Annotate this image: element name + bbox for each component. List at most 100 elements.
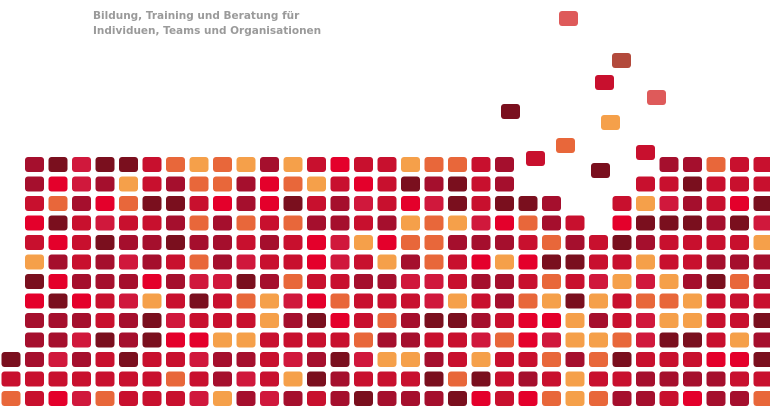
mosaic-square bbox=[354, 235, 373, 250]
mosaic-square bbox=[636, 313, 655, 328]
mosaic-square bbox=[25, 255, 44, 270]
mosaic-square bbox=[213, 313, 232, 328]
mosaic-square bbox=[636, 294, 655, 309]
mosaic-square bbox=[260, 333, 279, 348]
mosaic-square bbox=[448, 372, 467, 387]
mosaic-square bbox=[25, 177, 44, 192]
mosaic-square bbox=[589, 294, 608, 309]
mosaic-square bbox=[519, 294, 538, 309]
mosaic-square bbox=[683, 372, 702, 387]
mosaic-square bbox=[472, 235, 491, 250]
mosaic-square bbox=[401, 391, 420, 406]
mosaic-square bbox=[72, 274, 91, 289]
mosaic-square bbox=[72, 313, 91, 328]
mosaic-square bbox=[660, 274, 679, 289]
mosaic-square bbox=[401, 255, 420, 270]
mosaic-square bbox=[495, 372, 514, 387]
mosaic-square bbox=[307, 391, 326, 406]
mosaic-square bbox=[730, 177, 749, 192]
mosaic-square bbox=[331, 352, 350, 367]
mosaic-square bbox=[401, 352, 420, 367]
mosaic-square bbox=[448, 255, 467, 270]
mosaic-square bbox=[636, 196, 655, 211]
mosaic-square bbox=[331, 255, 350, 270]
mosaic-square bbox=[660, 333, 679, 348]
page: Bildung, Training und Beratung für Indiv… bbox=[0, 0, 770, 407]
mosaic-square bbox=[660, 391, 679, 406]
mosaic-square bbox=[519, 216, 538, 231]
mosaic-square bbox=[401, 333, 420, 348]
mosaic-square bbox=[472, 391, 491, 406]
mosaic-square bbox=[96, 235, 115, 250]
mosaic-square bbox=[119, 235, 138, 250]
mosaic-square bbox=[707, 216, 726, 231]
mosaic-square bbox=[613, 235, 632, 250]
mosaic-square bbox=[378, 313, 397, 328]
mosaic-square bbox=[119, 333, 138, 348]
mosaic-square bbox=[331, 157, 350, 172]
mosaic-square bbox=[307, 235, 326, 250]
mosaic-square bbox=[636, 352, 655, 367]
mosaic-square bbox=[589, 313, 608, 328]
mosaic-square bbox=[237, 352, 256, 367]
mosaic-square bbox=[307, 333, 326, 348]
mosaic bbox=[0, 0, 770, 407]
mosaic-square bbox=[213, 333, 232, 348]
mosaic-square bbox=[284, 313, 303, 328]
mosaic-square bbox=[307, 196, 326, 211]
mosaic-square bbox=[307, 255, 326, 270]
mosaic-square bbox=[72, 333, 91, 348]
mosaic-square bbox=[213, 294, 232, 309]
mosaic-square bbox=[401, 177, 420, 192]
mosaic-square bbox=[143, 235, 162, 250]
mosaic-square bbox=[519, 274, 538, 289]
mosaic-square bbox=[72, 196, 91, 211]
mosaic-square bbox=[448, 196, 467, 211]
mosaic-square bbox=[495, 391, 514, 406]
mosaic-square bbox=[96, 313, 115, 328]
mosaic-square bbox=[49, 196, 68, 211]
mosaic-square bbox=[378, 333, 397, 348]
mosaic-square bbox=[378, 294, 397, 309]
mosaic-square bbox=[707, 235, 726, 250]
mosaic-square bbox=[730, 196, 749, 211]
mosaic-square bbox=[237, 333, 256, 348]
mosaic-square bbox=[401, 196, 420, 211]
mosaic-square bbox=[730, 274, 749, 289]
mosaic-square bbox=[425, 294, 444, 309]
mosaic-square bbox=[190, 157, 209, 172]
mosaic-square bbox=[237, 157, 256, 172]
mosaic-square bbox=[119, 313, 138, 328]
mosaic-square bbox=[96, 294, 115, 309]
mosaic-square bbox=[683, 216, 702, 231]
mosaic-square bbox=[2, 391, 21, 406]
mosaic-square bbox=[260, 255, 279, 270]
mosaic-square bbox=[72, 294, 91, 309]
mosaic-square bbox=[96, 352, 115, 367]
mosaic-square bbox=[730, 391, 749, 406]
mosaic-square bbox=[401, 274, 420, 289]
mosaic-square bbox=[683, 255, 702, 270]
mosaic-square bbox=[213, 255, 232, 270]
mosaic-square bbox=[707, 313, 726, 328]
mosaic-square bbox=[730, 255, 749, 270]
mosaic-square bbox=[378, 255, 397, 270]
mosaic-square bbox=[260, 274, 279, 289]
mosaic-square bbox=[307, 313, 326, 328]
mosaic-square bbox=[401, 157, 420, 172]
mosaic-square bbox=[49, 333, 68, 348]
tagline: Individuen, Teams und Organisationen bbox=[93, 25, 321, 37]
mosaic-square bbox=[25, 235, 44, 250]
mosaic-square bbox=[307, 352, 326, 367]
mosaic-square bbox=[613, 352, 632, 367]
mosaic-square bbox=[636, 255, 655, 270]
mosaic-square bbox=[589, 333, 608, 348]
mosaic-square bbox=[425, 333, 444, 348]
mosaic-square bbox=[284, 235, 303, 250]
mosaic-square bbox=[49, 235, 68, 250]
mosaic-square bbox=[119, 372, 138, 387]
flying-square bbox=[526, 151, 545, 166]
mosaic-square bbox=[448, 157, 467, 172]
mosaic-square bbox=[754, 294, 770, 309]
mosaic-square bbox=[190, 372, 209, 387]
